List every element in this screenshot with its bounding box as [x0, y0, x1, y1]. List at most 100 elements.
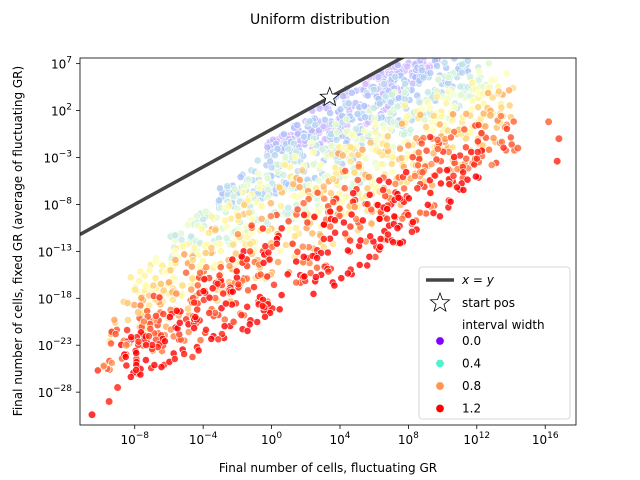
data-point: [194, 346, 203, 355]
data-point: [423, 88, 432, 97]
legend-entry-label: 0.0: [462, 334, 481, 348]
data-point: [220, 322, 229, 331]
data-point: [450, 153, 458, 161]
data-point: [171, 231, 180, 240]
x-tick-label: 10−8: [120, 431, 149, 447]
data-point: [419, 73, 428, 82]
data-point: [327, 150, 336, 159]
data-point: [433, 135, 442, 144]
data-point: [422, 146, 431, 155]
data-point: [342, 127, 350, 136]
data-point: [436, 179, 445, 188]
data-point: [216, 247, 225, 256]
data-point: [310, 212, 319, 221]
data-point: [175, 318, 184, 327]
data-point: [341, 229, 350, 238]
start-pos-marker-layer: [319, 86, 341, 107]
data-point: [376, 234, 385, 243]
data-point: [336, 105, 345, 114]
data-point: [350, 168, 359, 177]
data-point: [187, 285, 196, 294]
data-point: [326, 207, 335, 216]
data-point: [436, 212, 444, 221]
data-point: [311, 273, 320, 281]
data-point: [352, 124, 360, 133]
data-point: [369, 85, 378, 94]
data-point: [139, 317, 148, 326]
data-point: [253, 318, 262, 326]
data-point: [222, 234, 231, 243]
data-point: [160, 337, 169, 346]
data-point: [318, 145, 327, 154]
data-point: [463, 58, 472, 65]
data-point: [281, 152, 290, 161]
legend-star-icon: [429, 291, 451, 313]
x-tick-label: 104: [329, 431, 350, 447]
data-point: [487, 76, 496, 84]
data-point: [258, 301, 267, 310]
data-point: [237, 252, 246, 261]
data-point: [360, 102, 369, 110]
data-point: [255, 178, 264, 187]
data-point: [254, 169, 263, 178]
data-point: [144, 332, 153, 341]
data-point: [108, 358, 116, 367]
data-point: [122, 341, 131, 350]
x-axis-label: Final number of cells, fluctuating GR: [219, 461, 437, 475]
data-point: [340, 184, 349, 193]
data-point: [182, 268, 190, 277]
data-point: [165, 313, 174, 321]
data-point: [277, 291, 286, 299]
data-point: [449, 110, 457, 119]
data-point: [473, 137, 482, 146]
data-point: [324, 267, 333, 276]
data-point: [228, 287, 237, 296]
data-point: [299, 252, 308, 261]
data-point: [253, 156, 262, 165]
data-point: [283, 210, 292, 219]
data-point: [369, 104, 378, 112]
data-point: [142, 341, 150, 349]
data-point: [388, 168, 396, 176]
legend-entry-label: 0.8: [462, 379, 481, 393]
data-point: [277, 224, 286, 233]
data-point: [422, 123, 430, 131]
data-point: [165, 278, 173, 287]
data-point: [145, 266, 154, 275]
data-point: [344, 99, 353, 108]
data-point: [459, 186, 468, 194]
data-point: [396, 239, 405, 248]
data-point: [507, 140, 516, 149]
data-point: [434, 50, 441, 57]
data-point: [284, 203, 293, 212]
data-point: [379, 186, 387, 194]
data-point: [408, 153, 417, 162]
data-point: [320, 194, 329, 203]
data-point: [289, 192, 298, 200]
data-point: [190, 243, 199, 252]
data-point: [429, 111, 438, 120]
data-point: [407, 227, 416, 236]
data-point: [132, 365, 140, 374]
data-point: [135, 277, 144, 285]
data-point: [319, 234, 328, 243]
data-point: [184, 304, 192, 313]
data-point: [425, 103, 434, 112]
data-point: [172, 306, 181, 315]
data-point: [257, 202, 266, 210]
data-point: [93, 366, 102, 375]
data-point: [303, 218, 312, 227]
data-point: [247, 190, 256, 198]
data-point: [199, 287, 208, 296]
data-point: [346, 143, 355, 151]
data-point: [376, 242, 385, 251]
data-point: [229, 192, 238, 201]
data-point: [247, 221, 256, 230]
data-point: [472, 154, 481, 163]
data-point: [544, 117, 553, 126]
data-point: [375, 176, 384, 185]
data-point: [313, 263, 321, 272]
data-point: [216, 184, 224, 193]
data-point: [486, 111, 495, 120]
data-point: [261, 242, 270, 251]
